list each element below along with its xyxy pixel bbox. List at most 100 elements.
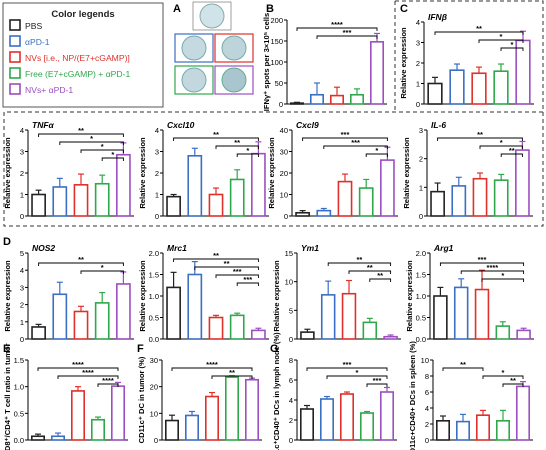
y-tick-label: 2 — [425, 420, 429, 429]
y-tick-label: 15 — [285, 249, 293, 258]
y-tick-label: 1 — [419, 183, 423, 192]
bar — [453, 286, 469, 340]
y-tick-label: 1.5 — [14, 356, 24, 365]
significance-label: ** — [367, 263, 373, 272]
bar — [52, 186, 68, 217]
y-tick-label: 1 — [20, 318, 24, 327]
significance-label: * — [101, 142, 104, 151]
y-tick-label: 10 — [280, 191, 288, 200]
significance-label: * — [356, 368, 359, 377]
y-tick-label: 0 — [154, 436, 158, 445]
bar — [31, 326, 46, 340]
significance-label: *** — [341, 130, 350, 139]
bar — [329, 94, 344, 105]
bar — [229, 314, 245, 340]
y-tick-label: 1.0 — [14, 383, 24, 392]
legend-swatch — [9, 83, 21, 95]
y-tick-label: 4 — [155, 126, 159, 135]
bar — [208, 193, 224, 217]
bar — [300, 331, 315, 340]
bar — [516, 329, 531, 340]
legend-label: NVs [i.e., NP/(E7+cGAMP)] — [25, 53, 130, 63]
bar — [295, 211, 310, 217]
bar — [52, 293, 68, 340]
significance-bracket — [502, 383, 524, 387]
significance-label: *** — [233, 267, 242, 276]
y-tick-label: 100 — [270, 58, 283, 67]
significance-bracket — [437, 137, 523, 141]
y-tick-label: 2 — [155, 169, 159, 178]
bar — [337, 180, 353, 217]
significance-label: *** — [243, 275, 252, 284]
y-tick-label: 3 — [419, 126, 423, 135]
significance-label: * — [511, 40, 514, 49]
y-tick-label: 4 — [20, 126, 24, 135]
bar — [359, 412, 374, 441]
significance-label: * — [90, 134, 93, 143]
y-tick-label: 2 — [20, 169, 24, 178]
y-axis-label: Relative expression — [138, 137, 147, 209]
well-free-image — [181, 67, 207, 93]
significance-bracket — [211, 375, 253, 379]
significance-label: **** — [206, 360, 218, 369]
bar — [358, 187, 374, 217]
significance-bracket — [434, 31, 524, 35]
chart-title: Mrc1 — [167, 243, 187, 253]
bar — [166, 195, 181, 217]
y-tick-label: 2 — [416, 59, 420, 68]
significance-label: **** — [487, 263, 499, 272]
significance-bracket — [215, 145, 259, 149]
legend-title: Color legends — [51, 9, 114, 20]
bar — [299, 408, 314, 441]
significance-bracket — [366, 383, 388, 387]
chart-title: Cxcl10 — [167, 120, 195, 130]
legend-swatch — [9, 51, 21, 63]
significance-label: ** — [224, 259, 230, 268]
y-tick-label: 5 — [20, 249, 24, 258]
significance-bracket — [442, 367, 484, 371]
bar — [166, 286, 181, 340]
significance-bracket — [38, 262, 124, 266]
significance-bracket — [215, 274, 259, 278]
significance-bracket — [57, 375, 119, 379]
y-tick-label: 0 — [419, 212, 423, 221]
y-tick-label: 10 — [150, 409, 158, 418]
y-tick-label: 2.0 — [149, 249, 159, 258]
y-axis-label: CD11c+CD40+ DCs in spleen (%) — [408, 341, 417, 450]
y-tick-label: 3 — [155, 148, 159, 157]
bar — [430, 190, 445, 217]
significance-label: *** — [351, 138, 360, 147]
significance-bracket — [236, 153, 259, 157]
significance-label: ** — [477, 130, 483, 139]
significance-bracket — [37, 367, 119, 371]
significance-bracket — [38, 133, 124, 137]
y-tick-label: 0 — [155, 212, 159, 221]
bar — [187, 273, 203, 340]
bar — [187, 155, 203, 217]
bar — [383, 335, 398, 340]
y-axis-label: Relative expression — [399, 27, 408, 99]
bar — [515, 385, 530, 441]
significance-bracket — [236, 282, 259, 286]
significance-label: *** — [478, 255, 487, 264]
chart-title: Ym1 — [301, 243, 319, 253]
y-tick-label: 10 — [285, 278, 293, 287]
significance-bracket — [369, 278, 392, 282]
significance-label: ** — [213, 130, 219, 139]
legend-label: PBS — [25, 21, 42, 31]
y-tick-label: 0 — [284, 212, 288, 221]
y-tick-label: 1 — [155, 191, 159, 200]
elispot-well-images — [174, 1, 254, 95]
significance-label: * — [500, 138, 503, 147]
bar — [94, 302, 110, 340]
legend-swatch — [9, 67, 21, 79]
panel-label-b: B — [266, 3, 274, 15]
significance-bracket — [482, 375, 524, 379]
significance-bracket — [323, 145, 388, 149]
y-tick-label: 2 — [289, 416, 293, 425]
